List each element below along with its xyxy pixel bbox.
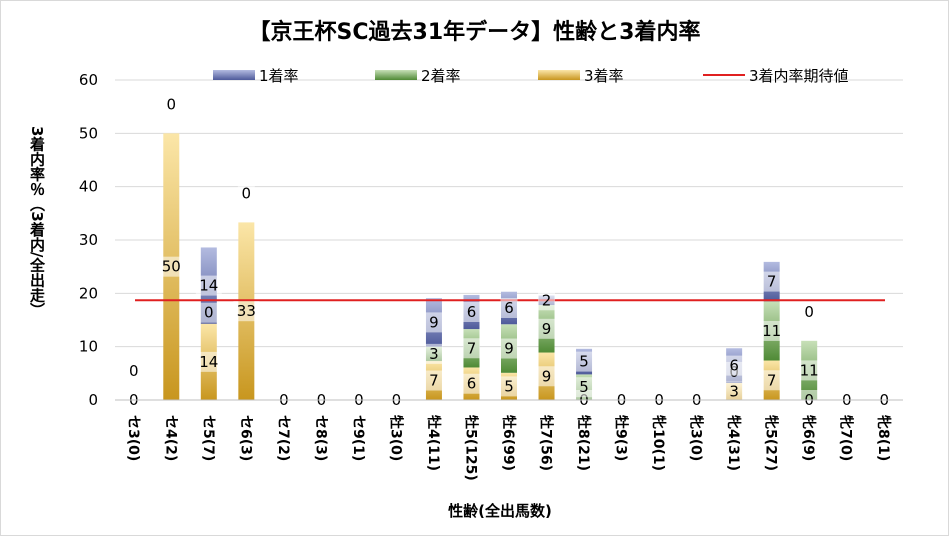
- x-tick-label: 牝7(0): [838, 415, 855, 461]
- x-tick-label: 牡9(3): [613, 415, 630, 461]
- chart-title: 【京王杯SC過去31年データ】性齢と3着内率: [248, 20, 701, 45]
- x-tick-label: 牡7(56): [538, 415, 555, 471]
- data-label-bg: [538, 318, 556, 339]
- data-label-bg: [575, 377, 593, 398]
- data-label-bg: [462, 373, 480, 394]
- data-label-bg: [462, 338, 480, 359]
- legend-label: 3着率: [584, 67, 624, 85]
- data-label-bg: [500, 338, 518, 359]
- legend-label: 3着内率期待値: [749, 67, 849, 85]
- data-label: 0: [167, 95, 177, 113]
- data-label: 50: [162, 258, 181, 276]
- data-label-bg: [758, 320, 785, 341]
- y-axis-label: 3着内率％（3着内/全出走）: [28, 126, 46, 318]
- data-label: 33: [237, 302, 256, 320]
- data-label-bg: [233, 301, 260, 322]
- legend-label: 1着率: [259, 67, 299, 85]
- data-label: 7: [467, 339, 477, 357]
- data-label-bg: [538, 290, 556, 311]
- x-tick-label: セ7(2): [275, 415, 291, 461]
- data-label: 0: [804, 303, 814, 321]
- data-label: 7: [767, 273, 777, 291]
- data-label: 3: [429, 345, 439, 363]
- data-label: 9: [542, 320, 552, 338]
- x-axis-label: 性齢(全出馬数): [448, 502, 552, 520]
- x-tick-label: セ4(2): [162, 415, 178, 461]
- data-label: 6: [467, 303, 477, 321]
- x-tick-label: 牡5(125): [462, 415, 479, 481]
- legend-swatch: [375, 70, 417, 80]
- data-label: 0: [242, 184, 252, 202]
- data-label-bg: [425, 312, 443, 333]
- data-label: 9: [542, 367, 552, 385]
- data-label: 6: [467, 375, 477, 393]
- data-label-bg: [125, 361, 143, 381]
- data-label: 6: [504, 299, 514, 317]
- x-tick-label: セ6(3): [237, 415, 253, 461]
- legend-swatch: [538, 70, 580, 80]
- x-tick-label: セ3(0): [125, 415, 141, 461]
- data-label-bg: [763, 271, 781, 292]
- data-label-bg: [575, 351, 593, 372]
- x-tick-label: 牝8(1): [875, 415, 892, 461]
- data-label-bg: [195, 275, 222, 296]
- x-tick-label: 牡4(11): [425, 415, 442, 471]
- data-label: 11: [800, 361, 819, 379]
- data-label-bg: [425, 343, 443, 364]
- data-label-bg: [500, 298, 518, 318]
- data-label-bg: [500, 376, 518, 397]
- x-tick-label: 牝5(27): [763, 415, 780, 471]
- y-tick-label: 10: [79, 338, 98, 356]
- x-tick-label: 牝3(0): [688, 415, 705, 461]
- data-label-bg: [538, 366, 556, 387]
- data-label: 7: [767, 371, 777, 389]
- data-label-bg: [195, 351, 222, 372]
- x-tick-label: セ9(1): [350, 415, 366, 461]
- data-label: 7: [429, 372, 439, 390]
- data-label-bg: [462, 302, 480, 322]
- data-label: 0: [129, 362, 139, 380]
- x-tick-label: 牝4(31): [725, 415, 742, 471]
- data-label-bg: [800, 301, 818, 322]
- data-label: 14: [199, 353, 218, 371]
- y-tick-label: 60: [79, 71, 98, 89]
- x-tick-label: 牡3(0): [387, 415, 404, 461]
- legend-swatch: [213, 70, 255, 80]
- x-tick-label: セ8(3): [312, 415, 328, 461]
- data-label: 5: [579, 378, 589, 396]
- legend-label: 2着率: [421, 67, 461, 85]
- data-label: 0: [204, 304, 214, 322]
- data-label: 11: [762, 322, 781, 340]
- x-tick-label: セ5(7): [200, 415, 216, 461]
- data-label-bg: [158, 256, 185, 277]
- data-label-bg: [725, 355, 743, 376]
- data-label-bg: [200, 302, 218, 323]
- y-tick-label: 20: [79, 284, 98, 302]
- data-label-bg: [425, 370, 443, 391]
- data-label-bg: [162, 94, 180, 115]
- y-tick-label: 50: [79, 124, 98, 142]
- data-label: 3: [729, 382, 739, 400]
- data-label: 5: [579, 353, 589, 371]
- data-label: 9: [504, 340, 514, 358]
- data-label: 9: [429, 313, 439, 331]
- data-label: 2: [542, 291, 552, 309]
- y-tick-label: 0: [88, 391, 98, 409]
- data-label: 14: [199, 277, 218, 295]
- x-tick-label: 牝10(1): [650, 415, 667, 471]
- x-tick-label: 牡8(21): [575, 415, 592, 471]
- x-tick-label: 牡6(99): [500, 415, 517, 471]
- data-label-bg: [725, 381, 743, 402]
- y-tick-label: 30: [79, 231, 98, 249]
- y-tick-label: 40: [79, 178, 98, 196]
- data-label-bg: [763, 370, 781, 391]
- x-tick-label: 牝6(9): [800, 415, 817, 461]
- data-label: 5: [504, 377, 514, 395]
- data-label-bg: [237, 183, 255, 204]
- data-label: 6: [729, 357, 739, 375]
- data-label-bg: [796, 360, 823, 381]
